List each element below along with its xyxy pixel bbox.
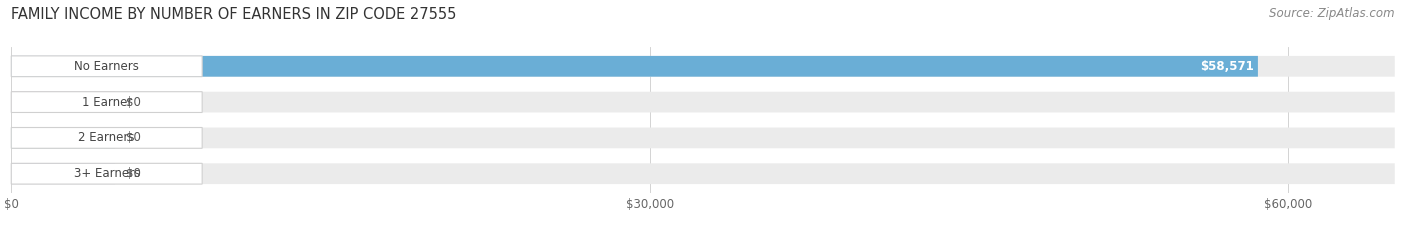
FancyBboxPatch shape (11, 163, 115, 184)
FancyBboxPatch shape (11, 127, 115, 148)
Text: Source: ZipAtlas.com: Source: ZipAtlas.com (1270, 7, 1395, 20)
FancyBboxPatch shape (11, 127, 202, 148)
Text: 2 Earners: 2 Earners (79, 131, 135, 144)
Text: No Earners: No Earners (75, 60, 139, 73)
FancyBboxPatch shape (11, 92, 202, 113)
Text: $0: $0 (127, 96, 141, 109)
FancyBboxPatch shape (11, 163, 202, 184)
FancyBboxPatch shape (11, 127, 1395, 148)
FancyBboxPatch shape (11, 163, 1395, 184)
Text: 1 Earner: 1 Earner (82, 96, 132, 109)
Text: $0: $0 (127, 167, 141, 180)
Text: 3+ Earners: 3+ Earners (73, 167, 139, 180)
FancyBboxPatch shape (11, 92, 1395, 113)
FancyBboxPatch shape (11, 56, 1395, 77)
Text: FAMILY INCOME BY NUMBER OF EARNERS IN ZIP CODE 27555: FAMILY INCOME BY NUMBER OF EARNERS IN ZI… (11, 7, 457, 22)
FancyBboxPatch shape (11, 56, 202, 77)
Text: $0: $0 (127, 131, 141, 144)
Text: $58,571: $58,571 (1199, 60, 1254, 73)
FancyBboxPatch shape (11, 92, 115, 113)
FancyBboxPatch shape (11, 56, 1258, 77)
